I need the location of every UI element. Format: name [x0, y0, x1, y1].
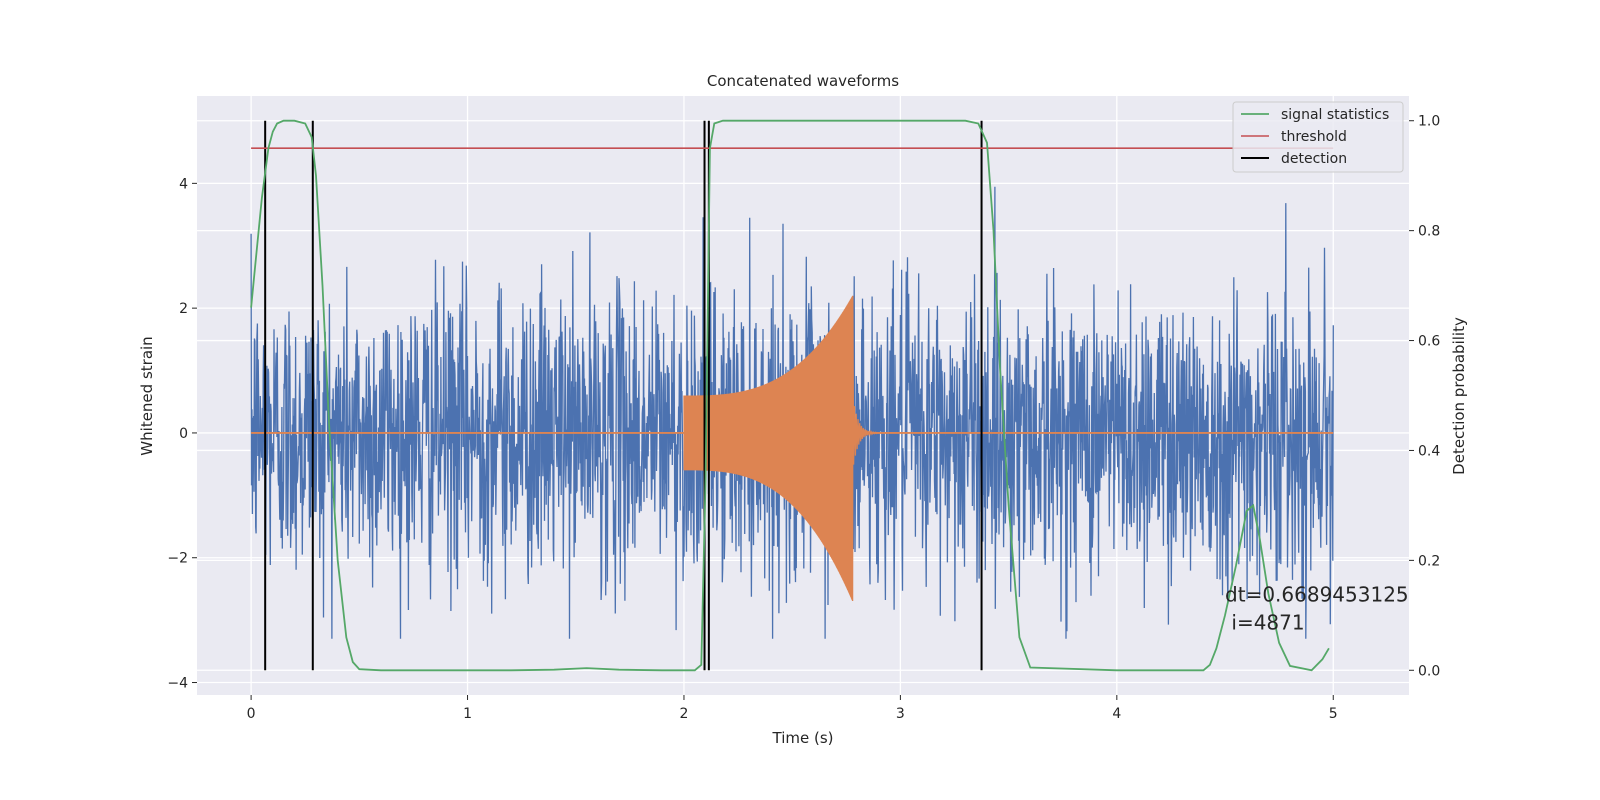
legend-label-signal-statistics: signal statistics	[1281, 107, 1389, 123]
y-right-tick-label-1: 0.2	[1418, 553, 1440, 569]
y-left-tick-label-3: 2	[179, 301, 188, 317]
x-tick-label-2: 2	[680, 706, 689, 722]
y-right-tick-label-0: 0.0	[1418, 663, 1440, 679]
legend-box	[1232, 101, 1404, 173]
legend-label-detection: detection	[1281, 151, 1347, 167]
y-left-tick-label-2: 0	[179, 426, 188, 442]
x-tick-label-4: 4	[1112, 706, 1121, 722]
y-left-axis-label: Whitened strain	[138, 336, 156, 455]
x-tick-label-1: 1	[463, 706, 472, 722]
x-tick-label-5: 5	[1329, 706, 1338, 722]
y-right-axis-label: Detection probability	[1450, 317, 1468, 475]
chart-title: Concatenated waveforms	[707, 72, 899, 90]
annotation-index: i=4871	[1225, 610, 1305, 634]
y-right-axis-ticks: 0.0 0.2 0.4 0.6 0.8 1.0	[1409, 114, 1440, 679]
x-tick-label-3: 3	[896, 706, 905, 722]
annotation-dt: dt=0.6689453125	[1225, 582, 1409, 606]
y-left-tick-label-4: 4	[179, 176, 188, 192]
y-right-tick-label-2: 0.4	[1418, 443, 1440, 459]
annotations: dt=0.6689453125 i=4871	[1225, 582, 1409, 634]
x-axis-ticks: 0 1 2 3 4 5	[247, 695, 1338, 722]
x-axis-label: Time (s)	[772, 729, 834, 747]
y-right-tick-label-3: 0.6	[1418, 334, 1440, 350]
legend: signal statistics threshold detection	[1232, 101, 1404, 173]
series-layer	[250, 119, 1334, 672]
y-right-tick-label-4: 0.8	[1418, 224, 1440, 240]
waveform-series	[683, 295, 888, 602]
x-tick-label-0: 0	[247, 706, 256, 722]
y-left-tick-label-0: −4	[167, 676, 188, 692]
signal-statistics-line	[250, 119, 1330, 672]
y-left-axis-ticks: −4 −2 0 2 4	[167, 176, 197, 692]
y-left-tick-label-1: −2	[167, 551, 188, 567]
y-right-tick-label-5: 1.0	[1418, 114, 1440, 130]
legend-label-threshold: threshold	[1281, 129, 1347, 145]
